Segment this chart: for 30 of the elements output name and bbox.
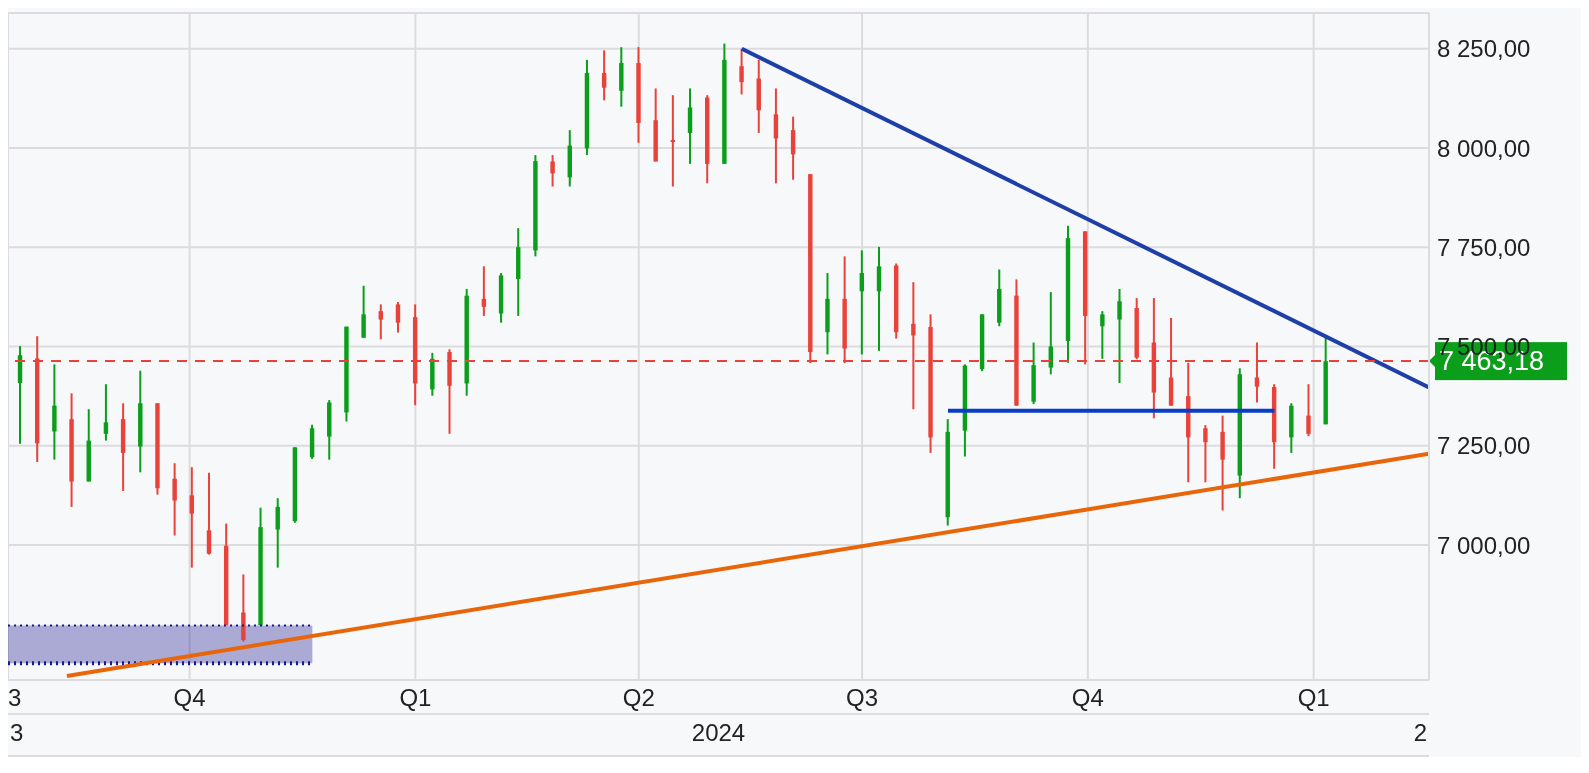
x-tick-label: Q2 xyxy=(622,684,655,711)
candlestick xyxy=(189,466,195,569)
candlestick xyxy=(1203,424,1208,484)
y-tick-label: 8 250,00 xyxy=(1437,35,1531,63)
candlestick xyxy=(550,154,555,188)
y-tick-label: 7 000,00 xyxy=(1437,531,1531,559)
candlestick xyxy=(206,471,212,556)
x-tick-label: Q1 xyxy=(1297,684,1330,711)
candlestick xyxy=(103,383,109,442)
x-tick-label: Q3 xyxy=(846,684,879,711)
candlestick xyxy=(275,497,280,569)
candlestick xyxy=(1100,310,1105,360)
y-tick-label: 7 750,00 xyxy=(1437,233,1531,261)
candlestick xyxy=(395,301,401,334)
text: 3 xyxy=(10,719,24,747)
text: 2024 xyxy=(691,719,746,747)
x-tick-label: 3 xyxy=(8,684,22,711)
x-tick-label: Q1 xyxy=(399,684,432,711)
candlestick xyxy=(1306,383,1311,438)
candlestick xyxy=(378,303,384,341)
x-tick-label: Q4 xyxy=(173,684,206,711)
x-tick-label: Q4 xyxy=(1071,684,1104,711)
text: 2 xyxy=(1413,719,1427,747)
candlestick xyxy=(1117,287,1122,385)
candlestick xyxy=(361,284,366,339)
candlestick xyxy=(481,265,487,317)
y-tick-label: 8 000,00 xyxy=(1437,134,1531,162)
candlestick xyxy=(601,49,607,102)
y-tick-label: 7 250,00 xyxy=(1437,432,1531,460)
candlestick xyxy=(172,462,177,537)
